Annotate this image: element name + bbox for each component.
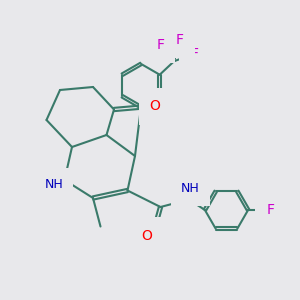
Text: F: F [176, 33, 184, 47]
Text: NH: NH [181, 182, 200, 196]
Text: F: F [190, 47, 198, 61]
Text: F: F [266, 203, 274, 217]
Text: NH: NH [45, 178, 63, 191]
Text: O: O [150, 100, 160, 113]
Text: O: O [141, 229, 152, 242]
Text: F: F [156, 38, 164, 52]
